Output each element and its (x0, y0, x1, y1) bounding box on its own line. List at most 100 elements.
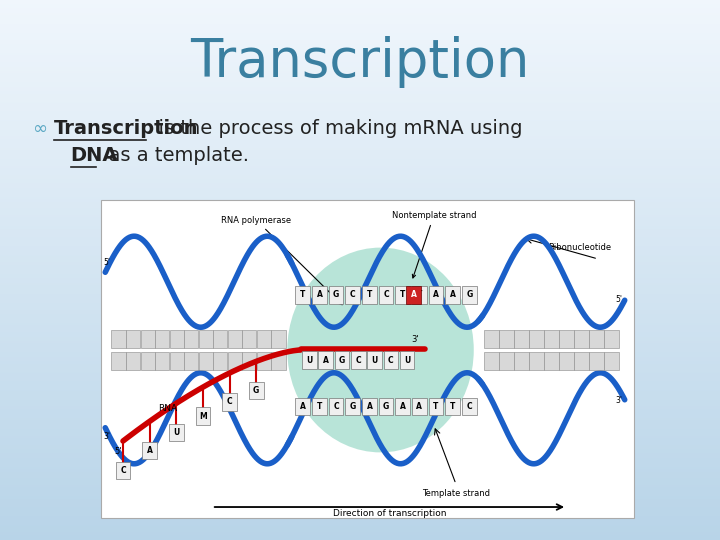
Bar (0, 20, 720, 22)
Bar (0, 387, 720, 389)
Bar (0, 144, 720, 146)
Text: A: A (317, 291, 323, 299)
Bar (0, 277, 720, 279)
Bar (155, 330, 169, 348)
Bar (0, 178, 720, 180)
Text: 3': 3' (412, 335, 419, 345)
Bar (0, 25, 720, 27)
Bar (0, 288, 720, 290)
Bar (0, 93, 720, 96)
Bar (0, 92, 720, 93)
Bar (0, 466, 720, 468)
Bar (0, 5, 720, 7)
Bar (0, 369, 720, 371)
Bar (0, 486, 720, 488)
Bar (0, 515, 720, 517)
Text: A: A (366, 402, 372, 411)
Bar (0, 126, 720, 128)
Bar (169, 423, 184, 441)
Bar (0, 326, 720, 328)
Bar (367, 352, 382, 369)
Bar (0, 347, 720, 349)
Bar (0, 299, 720, 301)
Bar (0, 398, 720, 400)
Bar (0, 511, 720, 513)
Bar (0, 90, 720, 92)
Bar (0, 32, 720, 34)
Bar (529, 330, 544, 348)
Bar (0, 196, 720, 198)
Bar (0, 366, 720, 367)
Bar (0, 231, 720, 232)
Text: T: T (417, 291, 422, 299)
Bar (0, 38, 720, 39)
Bar (126, 352, 140, 369)
Bar (514, 352, 528, 369)
Bar (0, 223, 720, 225)
Bar (589, 352, 604, 369)
Text: A: A (147, 446, 153, 455)
Bar (0, 180, 720, 182)
Bar (0, 258, 720, 259)
Bar (0, 317, 720, 319)
Bar (0, 538, 720, 540)
Bar (0, 373, 720, 374)
Bar (0, 227, 720, 228)
Bar (0, 128, 720, 130)
Bar (0, 194, 720, 196)
Bar (0, 209, 720, 211)
Bar (0, 59, 720, 61)
Bar (0, 403, 720, 405)
Bar (0, 29, 720, 31)
Bar (0, 110, 720, 112)
Bar (0, 198, 720, 200)
Bar (0, 47, 720, 49)
Bar (143, 442, 157, 459)
Bar (0, 382, 720, 383)
Bar (559, 330, 574, 348)
Bar (257, 352, 271, 369)
Bar (0, 265, 720, 266)
Bar (0, 479, 720, 481)
Bar (0, 169, 720, 171)
Bar (0, 295, 720, 297)
Text: M: M (199, 411, 207, 421)
Bar (384, 352, 398, 369)
Bar (0, 335, 720, 336)
Bar (0, 481, 720, 482)
Bar (0, 225, 720, 227)
Bar (0, 531, 720, 533)
Bar (0, 396, 720, 398)
Bar (0, 274, 720, 275)
Text: Nontemplate strand: Nontemplate strand (392, 211, 476, 278)
Bar (0, 502, 720, 504)
Bar (0, 0, 720, 2)
Bar (346, 286, 360, 303)
Bar (0, 108, 720, 110)
Bar (228, 330, 242, 348)
Bar (0, 74, 720, 76)
Bar (0, 153, 720, 155)
Bar (0, 468, 720, 470)
Bar (0, 344, 720, 346)
Bar (0, 457, 720, 459)
Bar (0, 351, 720, 353)
Bar (484, 330, 499, 348)
Bar (184, 330, 198, 348)
Bar (184, 352, 198, 369)
Bar (0, 427, 720, 428)
Bar (0, 50, 720, 52)
Bar (462, 398, 477, 415)
Bar (0, 171, 720, 173)
Bar (0, 103, 720, 104)
Bar (0, 263, 720, 265)
Bar (0, 18, 720, 20)
Bar (116, 462, 130, 479)
Bar (0, 414, 720, 416)
Bar (140, 352, 155, 369)
Text: Direction of transcription: Direction of transcription (333, 509, 446, 518)
Bar (0, 533, 720, 535)
Bar (0, 517, 720, 518)
Bar (0, 12, 720, 15)
Bar (0, 313, 720, 315)
